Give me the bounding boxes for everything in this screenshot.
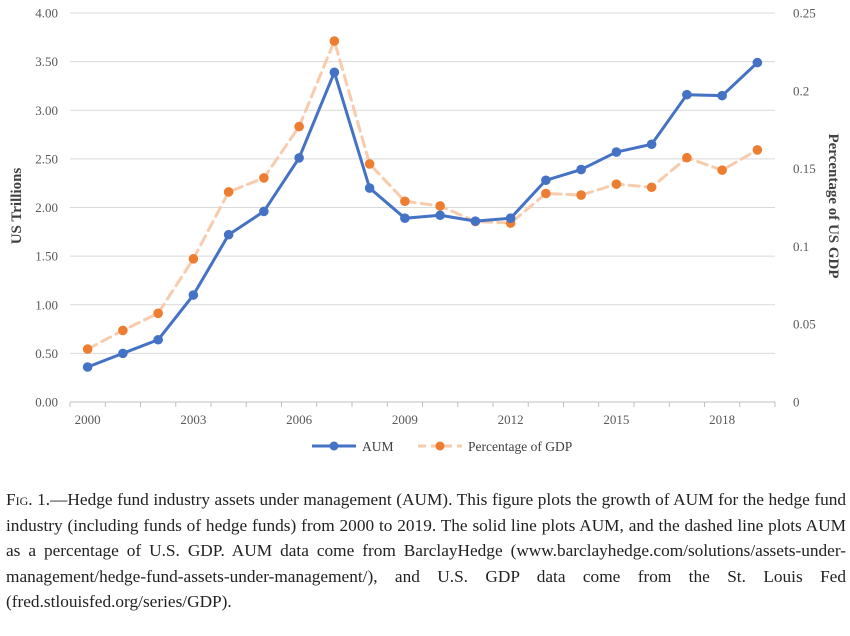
x-tick-label: 2006 [286, 412, 313, 427]
data-point-gdp [717, 165, 727, 175]
gridlines [70, 12, 775, 403]
left-y-tick-label: 0.00 [35, 395, 58, 410]
data-point-aum [611, 147, 622, 157]
data-point-gdp [576, 190, 586, 200]
left-y-tick-label: 4.00 [35, 6, 58, 21]
legend-item-aum: AUM [312, 439, 394, 454]
data-point-gdp [752, 145, 763, 155]
data-point-gdp [682, 152, 692, 163]
x-tick-label: 2003 [180, 412, 206, 427]
data-point-gdp [364, 159, 375, 169]
data-point-aum [541, 175, 551, 186]
data-point-gdp [400, 196, 410, 207]
data-point-aum [400, 213, 410, 223]
series-layer [82, 36, 763, 372]
data-point-gdp [611, 179, 622, 189]
legend-label-aum: AUM [362, 439, 394, 454]
data-point-aum [435, 210, 445, 221]
left-y-tick-label: 3.50 [35, 54, 58, 69]
data-point-aum [752, 57, 763, 68]
figure-caption-text: —Hedge fund industry assets under manage… [6, 490, 846, 611]
data-point-aum [294, 153, 304, 163]
data-point-aum [646, 139, 657, 150]
right-y-axis-ticks: 0 0.05 0.1 0.15 0.2 0.25 [793, 6, 816, 410]
data-point-gdp [646, 182, 657, 193]
data-point-aum [505, 213, 516, 223]
x-axis-ticks: 2000 2003 2006 2009 2012 2015 2018 [69, 401, 776, 427]
right-y-tick-label: 0.25 [793, 6, 816, 21]
data-point-gdp [435, 201, 445, 211]
left-y-axis-ticks: 0.00 0.50 1.00 1.50 2.00 2.50 3.00 3.50 4.00 [35, 6, 58, 410]
data-point-aum [259, 206, 269, 217]
series-line-aum [86, 61, 759, 369]
data-point-aum [188, 290, 199, 300]
data-point-gdp [118, 325, 128, 336]
legend: AUM Percentage of GDP [312, 439, 572, 454]
left-y-tick-label: 0.50 [35, 346, 58, 361]
right-y-tick-label: 0.15 [793, 161, 816, 176]
data-point-gdp [188, 254, 199, 264]
right-y-tick-label: 0.1 [793, 239, 809, 254]
left-y-tick-label: 3.00 [35, 103, 58, 118]
data-point-aum [576, 164, 586, 175]
data-point-gdp [294, 121, 304, 132]
data-point-gdp [259, 173, 269, 183]
x-tick-label: 2015 [603, 412, 629, 427]
data-point-aum [682, 89, 692, 100]
data-point-aum [82, 362, 93, 372]
data-point-gdp [541, 188, 551, 199]
right-y-tick-label: 0 [793, 395, 800, 410]
data-point-aum [223, 229, 234, 240]
series-line-gdp [86, 39, 759, 351]
data-point-aum [470, 216, 481, 226]
right-y-tick-label: 0.2 [793, 83, 809, 98]
data-point-gdp [329, 36, 340, 46]
data-point-gdp [82, 344, 93, 354]
left-y-axis-title: US Trillions [9, 168, 25, 245]
data-point-gdp [223, 187, 234, 197]
left-y-tick-label: 2.50 [35, 151, 58, 166]
legend-marker-gdp [435, 441, 445, 451]
x-tick-label: 2018 [709, 412, 735, 427]
hedge-fund-aum-chart: 0.00 0.50 1.00 1.50 2.00 2.50 3.00 3.50 4.00 0 0.… [9, 6, 841, 455]
legend-label-gdp: Percentage of GDP [468, 439, 572, 454]
right-y-tick-label: 0.05 [793, 317, 816, 332]
data-point-gdp [153, 308, 163, 319]
legend-marker-aum [329, 441, 339, 451]
left-y-tick-label: 2.00 [35, 200, 58, 215]
figure-caption-label: Fig. 1. [6, 490, 51, 509]
data-point-aum [329, 67, 340, 78]
x-tick-label: 2000 [75, 412, 101, 427]
left-y-tick-label: 1.00 [35, 297, 58, 312]
right-y-axis-title: Percentage of US GDP [825, 133, 841, 278]
x-tick-label: 2009 [392, 412, 418, 427]
data-point-aum [118, 348, 128, 359]
data-point-aum [717, 90, 727, 101]
data-point-aum [153, 334, 163, 345]
x-tick-label: 2012 [498, 412, 524, 427]
legend-item-percentage-of-gdp: Percentage of GDP [418, 439, 572, 454]
data-point-aum [364, 183, 375, 193]
figure-caption: Fig. 1.—Hedge fund industry assets under… [6, 487, 846, 615]
left-y-tick-label: 1.50 [35, 249, 58, 264]
